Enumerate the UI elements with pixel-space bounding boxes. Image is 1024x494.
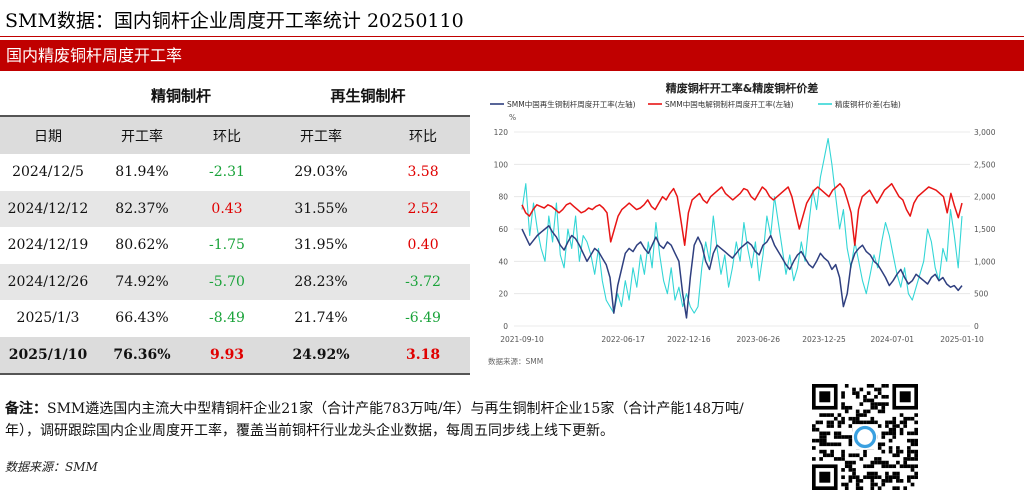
cell-date: 2024/12/26	[0, 263, 96, 300]
group-refined-label: 精铜制杆	[151, 87, 212, 105]
footnote: 备注：SMM遴选国内主流大中型精铜杆企业21家（合计产能783万吨/年）与再生铜…	[5, 398, 765, 442]
cell-refined-rate: 81.94%	[115, 164, 169, 181]
page-title: SMM数据：国内铜杆企业周度开工率统计 20250110	[5, 10, 464, 32]
y-right-tick-label: 1,500	[974, 225, 996, 234]
y-left-tick-label: 80	[498, 193, 508, 202]
cell-refined-change: 9.93	[188, 336, 267, 375]
col-header-refined-change: 环比	[188, 115, 267, 154]
utilization-table: 精铜制杆 再生铜制杆 日期 开工率 环比 开工率 环比 2024/12/5 81.…	[0, 76, 471, 375]
legend-entry: 精废铜杆价差(右轴)	[835, 99, 901, 109]
x-tick-label: 2023-06-26	[736, 335, 780, 344]
dual-axis-line-chart: 精废铜杆开工率&精废铜杆价差 SMM中国再生铜制杆周度开工率(左轴) SMM中国电解…	[482, 76, 1002, 370]
legend-entry: SMM中国再生铜制杆周度开工率(左轴)	[507, 99, 636, 109]
footnote-label: 备注：	[5, 401, 47, 417]
cell-recycled-rate: 24.92%	[266, 336, 377, 375]
cell-date: 2024/12/12	[0, 190, 96, 227]
cell-recycled-change: -6.49	[405, 310, 441, 327]
x-tick-label: 2021-09-10	[500, 335, 544, 344]
cell-refined-change: -2.31	[209, 164, 245, 181]
footnote-text: SMM遴选国内主流大中型精铜杆企业21家（合计产能783万吨/年）与再生铜制杆企…	[5, 401, 744, 439]
y-right-tick-label: 0	[974, 322, 979, 331]
group-recycled-label: 再生铜制杆	[330, 87, 406, 105]
cell-recycled-rate: 31.55%	[266, 190, 377, 227]
group-header-row: 精铜制杆 再生铜制杆	[0, 76, 470, 116]
y-right-tick-label: 1,000	[974, 257, 996, 266]
col-header-recycled-rate: 开工率	[266, 115, 377, 154]
y-right-tick-label: 3,000	[974, 128, 996, 137]
y-left-tick-label: 20	[498, 290, 508, 299]
cell-refined-change: -5.70	[188, 263, 267, 300]
cell-recycled-change: 0.40	[407, 237, 439, 254]
y-right-tick-label: 2,500	[974, 160, 996, 169]
x-tick-label: 2025-01-10	[940, 335, 984, 344]
group-spacer	[0, 76, 96, 116]
series-line-2	[521, 182, 963, 246]
cell-date: 2024/12/19	[7, 237, 89, 254]
cell-refined-rate: 66.43%	[115, 310, 169, 327]
cell-date: 2024/12/5	[12, 164, 84, 181]
cell-refined-rate: 74.92%	[96, 263, 188, 300]
table-row: 2024/12/12 82.37% 0.43 31.55% 2.52	[0, 190, 471, 227]
y-left-tick-label: 0	[503, 322, 508, 331]
x-tick-label: 2024-07-01	[870, 335, 914, 344]
section-banner: 国内精废铜杆周度开工率	[0, 40, 1024, 71]
cell-recycled-change: 3.18	[376, 336, 471, 375]
cell-refined-rate: 80.62%	[115, 237, 169, 254]
cell-refined-change: -8.49	[209, 310, 245, 327]
utilization-table-container: 精铜制杆 再生铜制杆 日期 开工率 环比 开工率 环比 2024/12/5 81.…	[0, 76, 471, 375]
chart-svg: 精废铜杆开工率&精废铜杆价差 SMM中国再生铜制杆周度开工率(左轴) SMM中国电解…	[488, 81, 996, 366]
qr-code-icon	[812, 384, 918, 490]
y-left-tick-label: 60	[498, 225, 508, 234]
table-row: 2024/12/19 80.62% -1.75 31.95% 0.40	[0, 227, 470, 264]
cell-recycled-change: 2.52	[376, 190, 471, 227]
cell-recycled-rate: 28.23%	[266, 263, 377, 300]
cell-date: 2025/1/3	[16, 310, 80, 327]
cell-refined-rate: 82.37%	[96, 190, 188, 227]
chart-title: 精废铜杆开工率&精废铜杆价差	[666, 81, 819, 95]
series-line-1	[521, 225, 963, 319]
cell-recycled-change: -3.72	[376, 263, 471, 300]
table-row: 2024/12/5 81.94% -2.31 29.03% 3.58	[0, 154, 470, 191]
x-tick-label: 2022-06-17	[601, 335, 645, 344]
cell-recycled-change: 3.58	[407, 164, 439, 181]
x-tick-label: 2023-12-25	[802, 335, 846, 344]
table-row: 2024/12/26 74.92% -5.70 28.23% -3.72	[0, 263, 471, 300]
cell-refined-change: 0.43	[188, 190, 267, 227]
cell-refined-change: -1.75	[209, 237, 245, 254]
col-header-refined-rate: 开工率	[96, 115, 188, 154]
y-left-tick-label: 40	[498, 257, 508, 266]
y-left-unit: %	[509, 113, 516, 122]
col-header-recycled-change: 环比	[376, 115, 471, 154]
cell-recycled-rate: 31.95%	[294, 237, 348, 254]
x-tick-label: 2022-12-16	[667, 335, 711, 344]
series-line-3	[521, 137, 963, 314]
data-source: 数据来源：SMM	[5, 460, 98, 474]
chart-source: 数据来源：SMM	[488, 356, 543, 366]
legend-entry: SMM中国电解铜制杆周度开工率(左轴)	[665, 99, 794, 109]
cell-date: 2025/1/10	[0, 336, 96, 375]
title-divider	[0, 36, 1024, 37]
col-header-date: 日期	[0, 115, 96, 154]
cell-refined-rate: 76.36%	[96, 336, 188, 375]
cell-recycled-rate: 29.03%	[294, 164, 348, 181]
y-left-tick-label: 100	[494, 160, 509, 169]
cell-recycled-rate: 21.74%	[294, 310, 348, 327]
y-right-tick-label: 2,000	[974, 193, 996, 202]
column-header-row: 日期 开工率 环比 开工率 环比	[0, 115, 471, 154]
table-row: 2025/1/10 76.36% 9.93 24.92% 3.18	[0, 336, 471, 375]
y-right-tick-label: 500	[974, 290, 989, 299]
y-left-tick-label: 120	[494, 128, 509, 137]
table-row: 2025/1/3 66.43% -8.49 21.74% -6.49	[0, 300, 470, 337]
